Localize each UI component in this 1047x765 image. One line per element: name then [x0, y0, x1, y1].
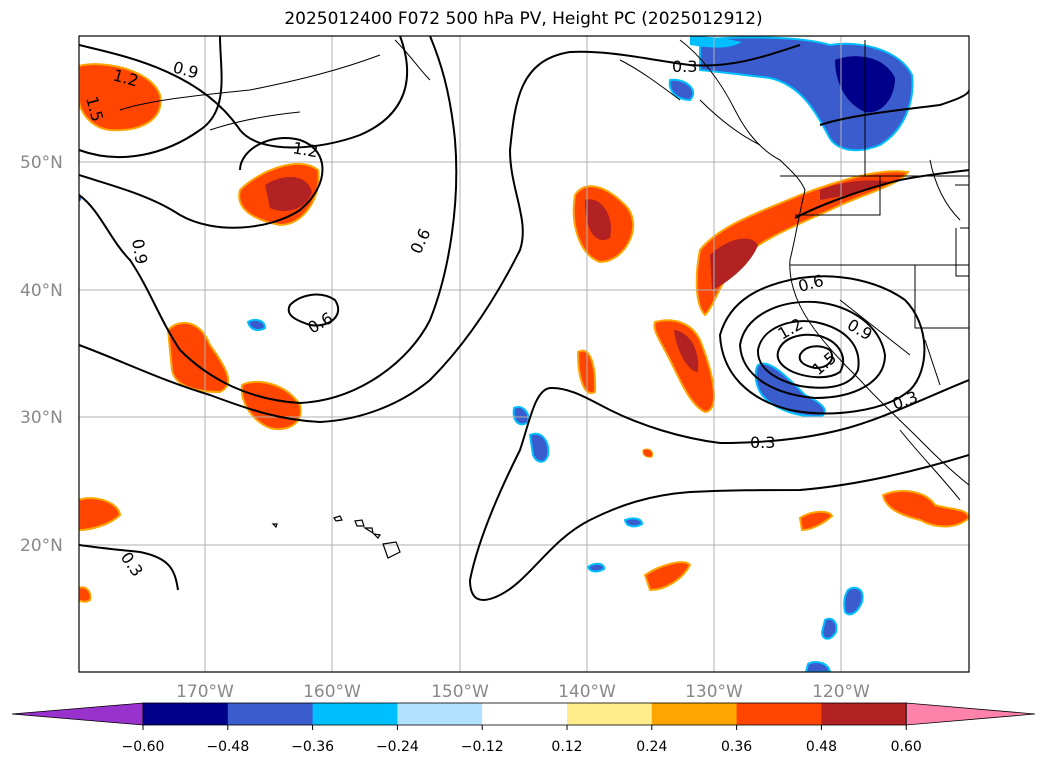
colorbar-bin	[227, 703, 314, 725]
lon-label: 140°W	[558, 682, 616, 702]
latitude-labels: 50°N 40°N 30°N 20°N	[20, 153, 63, 556]
map-title: 2025012400 F072 500 hPa PV, Height PC (2…	[284, 9, 763, 29]
colorbar-tick-label: −0.24	[376, 739, 419, 755]
colorbar-tick-label: 0.48	[806, 739, 837, 755]
colorbar-bin	[482, 703, 568, 725]
lat-label: 20°N	[20, 536, 63, 556]
lon-label: 120°W	[812, 682, 870, 702]
colorbar-tick-label: 0.60	[891, 739, 922, 755]
colorbar-bin	[821, 703, 907, 725]
colorbar-bin	[651, 703, 738, 725]
colorbar-tick-label: −0.36	[291, 739, 334, 755]
lat-label: 30°N	[20, 408, 63, 428]
height-contours	[79, 36, 969, 601]
colorbar-extend-max	[905, 702, 1036, 726]
map-frame	[78, 35, 970, 673]
colorbar-tick-label: −0.60	[122, 739, 165, 755]
hawaii-islands	[271, 515, 401, 559]
contour-label: 0.3	[750, 433, 775, 452]
contour-label: 1.2	[291, 138, 319, 161]
coastlines	[119, 39, 969, 501]
colorbar-bin	[143, 703, 229, 725]
colorbar-tick-label: −0.12	[461, 739, 504, 755]
lon-label: 150°W	[431, 682, 489, 702]
contour-label: 0.3	[672, 57, 697, 76]
colorbar: −0.60 −0.48 −0.36 −0.24 −0.12 0.12 0.24 0.36 0.4…	[11, 702, 1036, 755]
colorbar-bin	[736, 703, 822, 725]
map-area	[79, 36, 969, 672]
colorbar-frame	[142, 702, 907, 726]
longitude-labels: 170°W 160°W 150°W 140°W 130°W 120°W	[176, 682, 870, 702]
colorbar-bin	[397, 703, 483, 725]
colorbar-bin	[567, 703, 653, 725]
colorbar-tick-label: 0.24	[636, 739, 667, 755]
lon-label: 160°W	[303, 682, 361, 702]
colorbar-tick-label: 0.12	[551, 739, 582, 755]
colorbar-tick-label: −0.48	[206, 739, 249, 755]
colorbar-extend-min	[11, 702, 144, 726]
contour-label: 0.9	[128, 237, 151, 265]
colorbar-bin	[312, 703, 398, 725]
lat-label: 40°N	[20, 281, 63, 301]
lon-label: 170°W	[176, 682, 234, 702]
pv-negative-anomalies	[79, 36, 914, 672]
colorbar-tick-label: 0.36	[721, 739, 752, 755]
lat-label: 50°N	[20, 153, 63, 173]
lon-label: 130°W	[685, 682, 743, 702]
